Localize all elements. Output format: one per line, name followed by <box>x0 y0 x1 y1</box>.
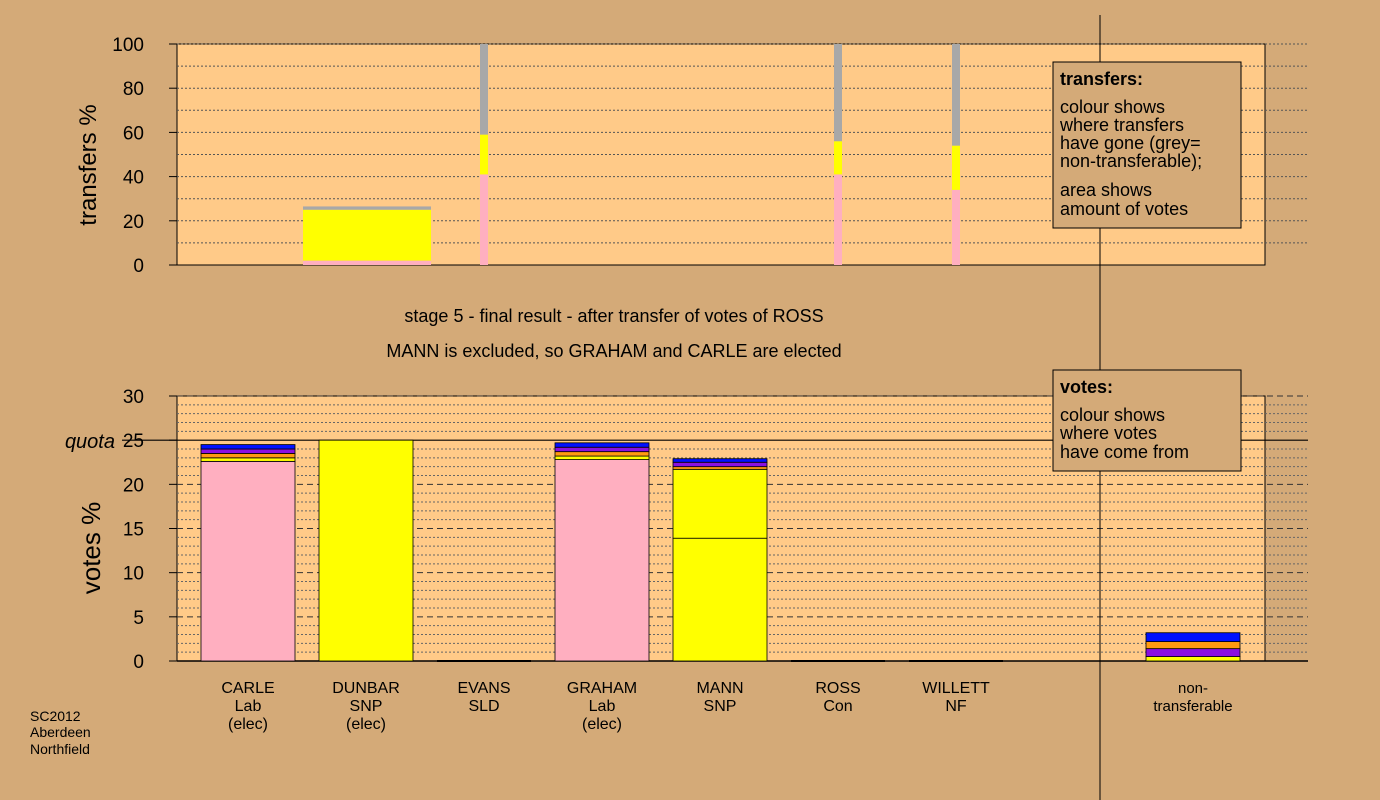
transfers-legend-line: amount of votes <box>1060 199 1188 219</box>
category-label: MANN <box>696 680 743 697</box>
transfer-segment <box>952 44 960 146</box>
vote-segment <box>1145 656 1241 662</box>
category-label: transferable <box>1153 698 1232 715</box>
transfer-segment <box>834 174 842 265</box>
category-label: SNP <box>350 698 383 715</box>
transfer-segment <box>480 134 488 175</box>
vote-segment <box>554 442 650 448</box>
stage-result: MANN is excluded, so GRAHAM and CARLE ar… <box>386 341 841 361</box>
category-label: WILLETT <box>922 680 990 697</box>
footer-council: Aberdeen <box>30 724 91 740</box>
vote-segment <box>554 455 650 461</box>
vote-segment <box>1145 641 1241 650</box>
transfer-segment <box>480 44 488 135</box>
transfer-segment <box>303 206 431 210</box>
y-tick-label: 10 <box>123 564 144 585</box>
votes-legend-line: have come from <box>1060 442 1189 462</box>
vote-segment <box>200 460 296 662</box>
vote-segment <box>672 461 768 468</box>
category-label: (elec) <box>346 716 386 733</box>
transfers-legend-line: where transfers <box>1059 115 1184 135</box>
transfer-segment <box>303 260 431 265</box>
category-label: EVANS <box>457 680 510 697</box>
category-label: GRAHAM <box>567 680 637 697</box>
transfer-segment <box>303 209 431 261</box>
category-label: NF <box>945 698 967 715</box>
votes-y-label: votes % <box>76 502 106 595</box>
y-tick-label: 0 <box>133 652 144 673</box>
footer-year: SC2012 <box>30 708 81 724</box>
vote-segment <box>672 537 768 662</box>
vote-segment <box>554 446 650 453</box>
transfers-legend-line: have gone (grey= <box>1060 133 1201 153</box>
quota-label: quota <box>65 431 115 453</box>
votes-legend: votes: colour shows where votes have com… <box>1052 369 1242 472</box>
votes-legend-title: votes: <box>1060 377 1113 397</box>
transfer-segment <box>952 189 960 265</box>
category-label: (elec) <box>228 716 268 733</box>
y-tick-label: 30 <box>123 387 144 408</box>
category-label: Lab <box>235 698 262 715</box>
category-label: SLD <box>468 698 499 715</box>
category-label: SNP <box>704 698 737 715</box>
category-label: non- <box>1178 680 1208 697</box>
transfer-segment <box>834 44 842 142</box>
transfers-legend: transfers: colour shows where transfers … <box>1052 61 1242 229</box>
footer-ward: Northfield <box>30 741 90 757</box>
transfers-legend-line: area shows <box>1060 180 1152 200</box>
y-tick-label: 15 <box>123 520 144 541</box>
category-label: CARLE <box>221 680 274 697</box>
vote-segment <box>1145 632 1241 642</box>
y-tick-label: 20 <box>123 212 144 233</box>
transfer-segment <box>480 174 488 265</box>
vote-segment <box>554 451 650 457</box>
vote-segment <box>318 439 414 662</box>
y-tick-label: 100 <box>112 35 144 56</box>
vote-segment <box>1145 648 1241 657</box>
transfers-legend-line: colour shows <box>1060 97 1165 117</box>
y-tick-label: 80 <box>123 79 144 100</box>
vote-segment <box>672 468 768 539</box>
y-tick-label: 0 <box>133 256 144 277</box>
transfer-segment <box>834 141 842 175</box>
y-tick-label: 25 <box>123 431 144 452</box>
category-label: DUNBAR <box>332 680 400 697</box>
y-tick-label: 40 <box>123 168 144 189</box>
y-tick-label: 60 <box>123 123 144 144</box>
category-label: ROSS <box>815 680 860 697</box>
votes-legend-line: colour shows <box>1060 405 1165 425</box>
category-label: Lab <box>589 698 616 715</box>
transfers-y-label: transfers % <box>75 104 102 225</box>
transfers-legend-title: transfers: <box>1060 69 1143 89</box>
vote-segment <box>672 458 768 463</box>
transfer-segment <box>952 145 960 190</box>
transfers-legend-line: non-transferable); <box>1060 151 1202 171</box>
vote-segment <box>200 444 296 450</box>
vote-segment <box>200 453 296 459</box>
vote-segment <box>200 457 296 462</box>
votes-legend-line: where votes <box>1059 423 1157 443</box>
category-label: Con <box>823 698 852 715</box>
y-tick-label: 20 <box>123 475 144 496</box>
vote-segment <box>554 459 650 662</box>
y-tick-label: 5 <box>133 608 144 629</box>
vote-segment <box>200 448 296 454</box>
category-label: (elec) <box>582 716 622 733</box>
stage-title: stage 5 - final result - after transfer … <box>404 306 823 326</box>
